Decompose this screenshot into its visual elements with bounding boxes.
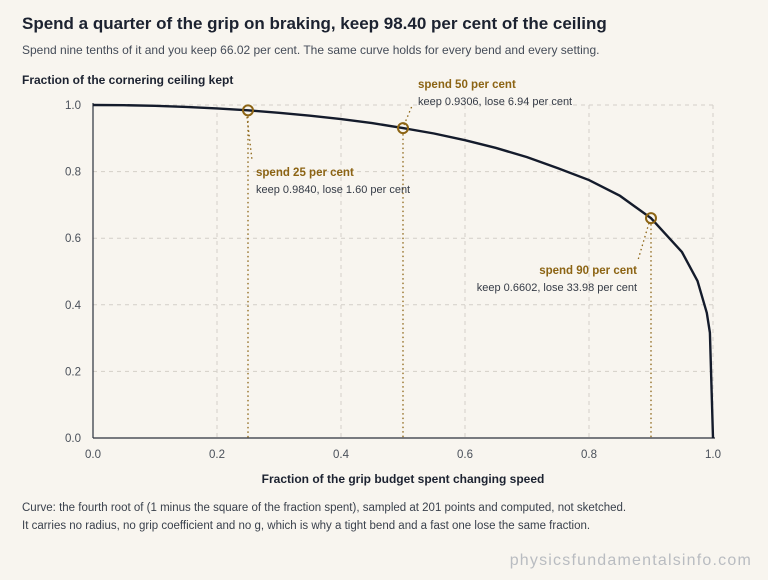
y-tick-label: 1.0 [65,100,81,112]
annotation-title: spend 50 per cent [418,79,516,91]
y-tick-label: 0.8 [65,167,81,179]
annotation-detail: keep 0.6602, lose 33.98 per cent [477,282,637,294]
x-axis-label: Fraction of the grip budget spent changi… [262,472,545,486]
y-tick-label: 0.2 [65,366,81,378]
chart-subtitle: Spend nine tenths of it and you keep 66.… [22,43,600,57]
y-tick-label: 0.0 [65,433,81,445]
annotation-labels: spend 25 per cent keep 0.9840, lose 1.60 … [256,79,637,294]
annotation-guides [246,105,652,438]
annotation-detail: keep 0.9840, lose 1.60 per cent [256,184,410,196]
annotation-leader-line [403,105,413,126]
y-tick-label: 0.6 [65,233,81,245]
x-tick-label: 0.2 [209,449,225,461]
x-tick-label: 1.0 [705,449,721,461]
annotation-marker [645,212,657,225]
annotation-leader-line [637,222,650,261]
x-tick-label: 0.4 [333,449,350,461]
x-tick-label: 0.8 [581,449,597,461]
annotation-detail: keep 0.9306, lose 6.94 per cent [418,96,572,108]
tick-labels: 0.0 0.2 0.4 0.6 0.8 1.0 0.0 0.2 0.4 0.6 0.8 1.0 [65,100,721,461]
annotation-title: spend 90 per cent [539,265,637,277]
caption-line-2: It carries no radius, no grip coefficien… [22,520,591,532]
annotation-marker [397,122,409,135]
y-axis-label: Fraction of the cornering ceiling kept [22,73,233,87]
caption: Curve: the fourth root of (1 minus the s… [22,499,752,535]
chart-svg: Fraction of the cornering ceiling kept F… [22,73,721,486]
x-tick-label: 0.0 [85,449,101,461]
x-tick-label: 0.6 [457,449,473,461]
annotation-marker [242,104,254,117]
annotation-leader-line [246,116,253,161]
data-curve [92,103,715,439]
y-tick-label: 0.4 [65,300,82,312]
axes [92,103,715,439]
watermark: physicsfundamentalsinfo.com [509,552,752,569]
chart-title: Spend a quarter of the grip on braking, … [22,14,607,33]
caption-line-1: Curve: the fourth root of (1 minus the s… [22,502,627,514]
annotation-markers [242,104,657,225]
annotation-title: spend 25 per cent [256,167,354,179]
